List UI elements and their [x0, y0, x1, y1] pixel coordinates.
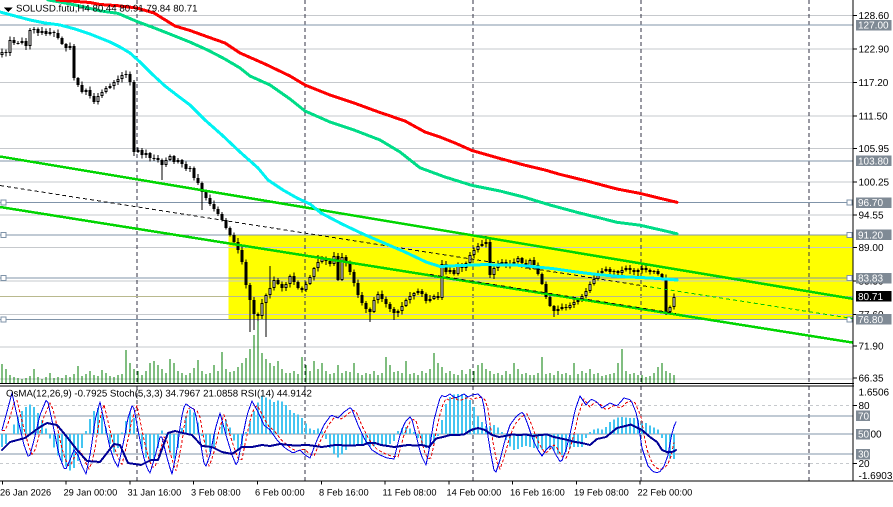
svg-text:100.25: 100.25	[859, 177, 890, 188]
svg-text:29 Jan 00:00: 29 Jan 00:00	[64, 488, 118, 498]
svg-text:66.35: 66.35	[859, 373, 884, 384]
svg-text:8 Feb 16:00: 8 Feb 16:00	[319, 488, 369, 498]
svg-text:SOLUSD.futu,H4 80.44 80.91 79.: SOLUSD.futu,H4 80.44 80.91 79.84 80.71	[16, 4, 198, 15]
svg-text:91.20: 91.20	[858, 230, 883, 241]
svg-text:22 Feb 00:00: 22 Feb 00:00	[638, 488, 693, 498]
svg-text:16 Feb 16:00: 16 Feb 16:00	[510, 488, 565, 498]
svg-text:117.20: 117.20	[859, 78, 889, 89]
svg-text:31 Jan 16:00: 31 Jan 16:00	[128, 488, 182, 498]
svg-text:111.50: 111.50	[859, 111, 889, 122]
svg-text:94.55: 94.55	[859, 211, 884, 222]
svg-text:103.80: 103.80	[858, 156, 889, 167]
svg-text:20: 20	[859, 459, 871, 470]
svg-text:OsMA(12,26,9) -0.7925 Stoch(5: OsMA(12,26,9) -0.7925 Stoch(5,3,3) 34.79…	[6, 389, 312, 400]
svg-text:26 Jan 2026: 26 Jan 2026	[0, 488, 51, 498]
svg-text:89.00: 89.00	[859, 243, 884, 254]
svg-text:30: 30	[858, 450, 870, 461]
svg-text:6 Feb 00:00: 6 Feb 00:00	[255, 488, 305, 498]
svg-text:14 Feb 00:00: 14 Feb 00:00	[447, 488, 502, 498]
svg-text:11 Feb 08:00: 11 Feb 08:00	[383, 488, 437, 498]
svg-text:83.83: 83.83	[858, 274, 883, 285]
svg-text:1.6506: 1.6506	[859, 388, 890, 399]
svg-text:96.70: 96.70	[858, 198, 883, 209]
svg-text:3 Feb 08:00: 3 Feb 08:00	[191, 488, 241, 498]
svg-text:70: 70	[858, 411, 870, 422]
svg-text:71.90: 71.90	[859, 342, 884, 353]
svg-text:-1.6903: -1.6903	[859, 471, 893, 482]
svg-text:127.00: 127.00	[858, 21, 889, 32]
svg-text:00: 00	[871, 430, 883, 441]
svg-text:105.95: 105.95	[859, 144, 890, 155]
svg-text:50: 50	[858, 430, 870, 441]
svg-text:76.80: 76.80	[858, 315, 883, 326]
svg-text:122.90: 122.90	[859, 45, 890, 56]
svg-text:19 Feb 08:00: 19 Feb 08:00	[574, 488, 629, 498]
svg-text:80.71: 80.71	[858, 292, 883, 303]
